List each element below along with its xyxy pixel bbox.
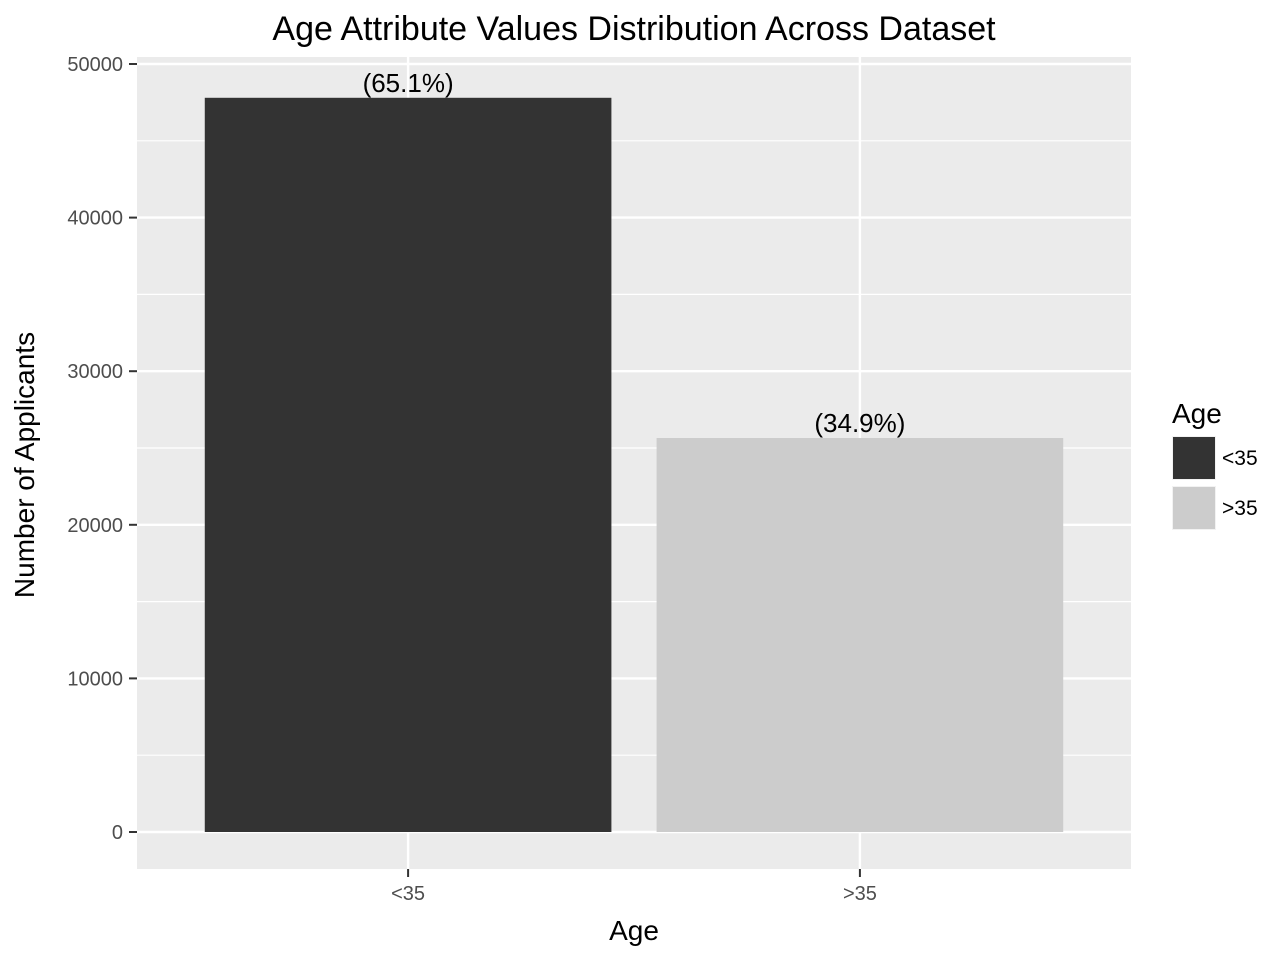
bars (204, 97, 1064, 833)
bar-1 (204, 97, 612, 833)
bar-2 (656, 438, 1064, 832)
legend-label-2: >35 (1222, 497, 1258, 520)
x-tick-label: <35 (391, 883, 425, 905)
y-axis-title: Number of Applicants (9, 332, 40, 598)
x-tick-label: >35 (843, 883, 877, 905)
y-tick-label: 10000 (67, 668, 123, 690)
legend-swatch-1 (1173, 437, 1215, 479)
data-label-1: (65.1%) (363, 68, 454, 98)
x-axis: <35 >35 (391, 869, 877, 905)
data-label-2: (34.9%) (814, 408, 905, 438)
x-axis-title: Age (609, 915, 659, 946)
y-tick-label: 20000 (67, 515, 123, 537)
chart-title: Age Attribute Values Distribution Across… (272, 10, 996, 48)
legend-label-1: <35 (1222, 447, 1258, 470)
y-tick-label: 0 (112, 822, 123, 844)
data-labels: (65.1%) (34.9%) (363, 68, 906, 438)
y-tick-label: 30000 (67, 361, 123, 383)
legend-title: Age (1172, 398, 1222, 429)
y-axis: 0 10000 20000 30000 40000 50000 (67, 54, 137, 844)
y-tick-label: 50000 (67, 54, 123, 76)
legend: Age <35 >35 (1172, 398, 1258, 530)
y-tick-label: 40000 (67, 208, 123, 230)
legend-swatch-2 (1173, 487, 1215, 529)
